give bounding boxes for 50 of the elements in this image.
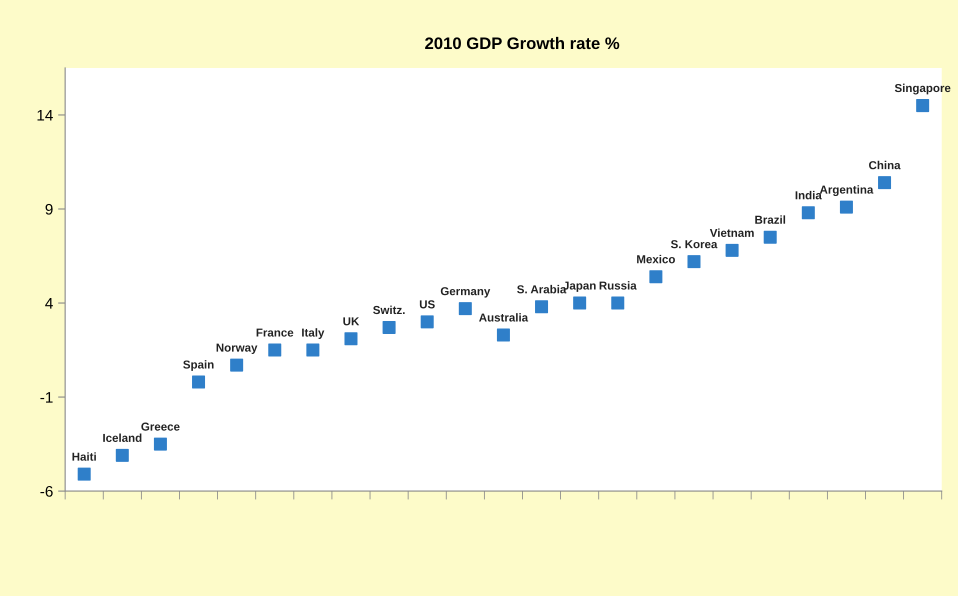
- x-tick-label: S. Korea: [670, 240, 718, 248]
- point: [649, 270, 662, 284]
- point: [382, 320, 396, 334]
- x-tick-label: Spain: [183, 360, 214, 371]
- point: [458, 302, 472, 316]
- point: [878, 176, 892, 190]
- x-tick-label: China: [869, 160, 901, 170]
- point: [611, 296, 624, 310]
- x-tick-label: UK: [343, 317, 360, 326]
- point: [268, 344, 282, 357]
- x-tick-label: India: [796, 190, 822, 200]
- x-tick-label: Mexico: [637, 254, 675, 264]
- point: [726, 244, 739, 257]
- x-tick-label: Greece: [141, 422, 180, 431]
- point: [802, 206, 815, 220]
- x-tick-label: US: [420, 300, 435, 308]
- x-tick-label: Switz.: [373, 306, 405, 314]
- point: [230, 358, 244, 372]
- x-tick-label: Norway: [216, 344, 258, 354]
- point: [306, 344, 320, 357]
- x-tick-label: Brazil: [755, 215, 786, 224]
- x-tick-label: France: [256, 328, 294, 337]
- x-tick-label: Haiti: [72, 452, 96, 461]
- x-tick-label: Iceland: [103, 434, 142, 442]
- point: [764, 230, 777, 244]
- x-tick-label: Vietnam: [710, 228, 754, 237]
- point: [344, 332, 358, 346]
- y-tick-label: 14: [38, 110, 53, 120]
- point: [154, 438, 167, 451]
- x-tick-label: Germany: [440, 287, 490, 298]
- x-tick-label: Argentina: [820, 185, 874, 196]
- y-tick-label: 9: [46, 204, 53, 215]
- point: [78, 468, 91, 481]
- x-tick-label: Italy: [302, 328, 324, 339]
- x-tick-label: Australia: [479, 313, 528, 322]
- point: [116, 448, 129, 462]
- point: [687, 255, 700, 268]
- x-tick-label: Russia: [600, 281, 637, 290]
- y-tick-label: -1: [40, 392, 53, 403]
- point: [192, 376, 206, 389]
- point: [496, 328, 510, 342]
- y-tick-label: 4: [45, 298, 53, 309]
- point: [916, 99, 930, 112]
- point: [535, 300, 548, 314]
- chart-title: 2010 GDP Growth rate %: [425, 36, 620, 50]
- point: [573, 296, 586, 310]
- point: [420, 315, 434, 328]
- point: [840, 200, 853, 214]
- x-tick-label: Singapore: [894, 84, 950, 94]
- y-tick-label: -6: [40, 486, 53, 497]
